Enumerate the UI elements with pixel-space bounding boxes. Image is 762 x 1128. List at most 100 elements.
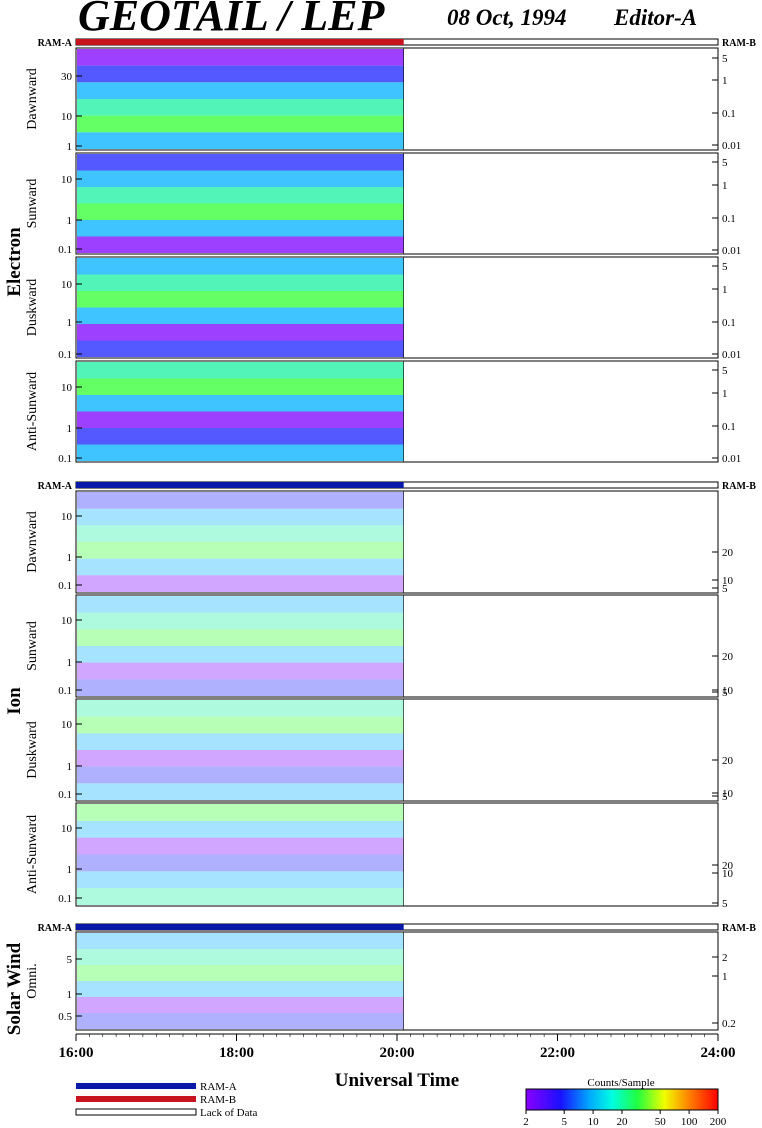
panel-name: Omni.: [25, 963, 40, 998]
right-tick-label: 1: [722, 284, 728, 296]
spectrogram-band: [77, 203, 404, 220]
left-tick-label: 0.1: [58, 893, 72, 905]
panel-name: Sunward: [25, 179, 40, 229]
right-tick-label: 5: [722, 365, 728, 377]
left-tick-label: 1: [67, 657, 73, 669]
left-tick-label: 0.5: [58, 1011, 72, 1023]
ram-status-bar: RAM-A RAM-B: [38, 481, 757, 492]
left-tick-label: 0.1: [58, 453, 72, 465]
panel-frame: [75, 698, 719, 802]
section-label: Ion: [4, 687, 25, 715]
spectrogram-band: [77, 575, 404, 592]
left-tick-label: 10: [61, 279, 73, 291]
spectrogram-band: [77, 525, 404, 542]
panel-name: Dawnward: [25, 511, 40, 572]
left-tick-label: 0.1: [58, 789, 72, 801]
colorbar-tick-label: 2: [523, 1116, 529, 1128]
spectrogram-band: [77, 646, 404, 663]
ram-left-label: RAM-A: [38, 923, 73, 934]
panel-name: Dawnward: [25, 68, 40, 129]
right-tick-label: 20: [722, 755, 734, 767]
colorbar-tick-label: 5: [561, 1116, 567, 1128]
spectrogram-band: [77, 508, 404, 526]
spectrogram: [77, 49, 404, 149]
right-tick-label: 0.01: [722, 453, 741, 465]
spectrogram-band: [77, 49, 404, 66]
left-tick-label: 10: [61, 823, 73, 835]
left-tick-label: 5: [67, 954, 73, 966]
right-tick-label: 5: [722, 687, 728, 699]
right-tick-label: 5: [722, 791, 728, 803]
spectrogram-band: [77, 236, 404, 253]
spectrogram-band: [77, 679, 404, 696]
spectrogram: [77, 258, 404, 357]
right-tick-label: 20: [722, 651, 734, 663]
ram-left-label: RAM-A: [38, 481, 73, 492]
x-tick-label: 18:00: [219, 1045, 254, 1061]
left-tick-label: 0.1: [58, 349, 72, 361]
right-tick-label: 5: [722, 157, 728, 169]
panel-dawnward: Dawnward 30 10 1 5 1 0.1 0.01: [25, 47, 741, 153]
spectrogram-band: [77, 612, 404, 630]
spectrogram: [77, 700, 404, 800]
spectrogram-band: [77, 187, 404, 204]
right-tick-label: 20: [722, 547, 734, 559]
left-tick-label: 10: [61, 719, 73, 731]
right-tick-label: 1: [722, 75, 728, 87]
x-tick-label: 16:00: [59, 1045, 94, 1061]
right-tick-label: 0.1: [722, 421, 736, 433]
ram-bar-fill: [76, 39, 404, 45]
left-tick-label: 1: [67, 423, 73, 435]
colorbar-ticks: 2 5 10 20 50 100 200: [523, 1110, 727, 1128]
panel-frame: [75, 931, 719, 1031]
spectrogram-band: [77, 596, 404, 613]
colorbar-tick-label: 10: [588, 1116, 600, 1128]
panel-name: Anti-Sunward: [25, 372, 40, 451]
right-tick-label: 2: [722, 952, 728, 964]
x-tick-label: 24:00: [701, 1045, 736, 1061]
spectrogram-band: [77, 542, 404, 559]
left-tick-label: 10: [61, 174, 73, 186]
panel-sunward: Sunward 10 1 0.1 5 1 0.1 0.01: [25, 152, 741, 257]
spectrogram-band: [77, 662, 404, 680]
right-tick-label: 0.01: [722, 349, 741, 361]
x-axis-label: Universal Time: [335, 1070, 459, 1091]
panel-name: Sunward: [25, 621, 40, 671]
legend-lack-swatch: [75, 1108, 197, 1116]
spectrogram-band: [77, 871, 404, 889]
x-tick-label: 22:00: [540, 1045, 575, 1061]
spectrogram-band: [77, 395, 404, 412]
spectrogram-band: [77, 804, 404, 821]
spectrogram-band: [77, 820, 404, 838]
right-tick-label: 5: [722, 583, 728, 595]
ram-bar-fill: [76, 482, 404, 488]
spectrogram-band: [77, 411, 404, 428]
right-tick-label: 5: [722, 261, 728, 273]
spectrogram-band: [77, 629, 404, 646]
ram-status-bar: RAM-A RAM-B: [38, 923, 757, 934]
left-tick-label: 0.1: [58, 685, 72, 697]
left-tick-label: 1: [67, 552, 73, 564]
left-tick-label: 10: [61, 615, 73, 627]
spectrogram-band: [77, 766, 404, 784]
spectrogram-band: [77, 154, 404, 171]
right-tick-label: 10: [722, 788, 734, 800]
spectrogram: [77, 362, 404, 461]
panel-frame: [75, 594, 719, 698]
spectrogram-band: [77, 949, 404, 965]
date-label: 08 Oct, 1994: [447, 5, 566, 30]
spectrogram: [77, 492, 404, 592]
spectrogram-band: [77, 65, 404, 83]
spectrogram-band: [77, 933, 404, 949]
left-tick-label: 1: [67, 317, 73, 329]
right-tick-label: 0.1: [722, 317, 736, 329]
left-tick-label: 10: [61, 111, 73, 123]
colorbar-title: Counts/Sample: [587, 1077, 654, 1089]
left-tick-label: 1: [67, 989, 73, 1001]
right-tick-label: 20: [722, 860, 734, 872]
panel-name: Anti-Sunward: [25, 815, 40, 894]
right-tick-label: 0.1: [722, 213, 736, 225]
sections-layer: RAM-A RAM-B Electron Dawnward 30 10 1 5 1 0.1 0.01…: [4, 38, 756, 1035]
